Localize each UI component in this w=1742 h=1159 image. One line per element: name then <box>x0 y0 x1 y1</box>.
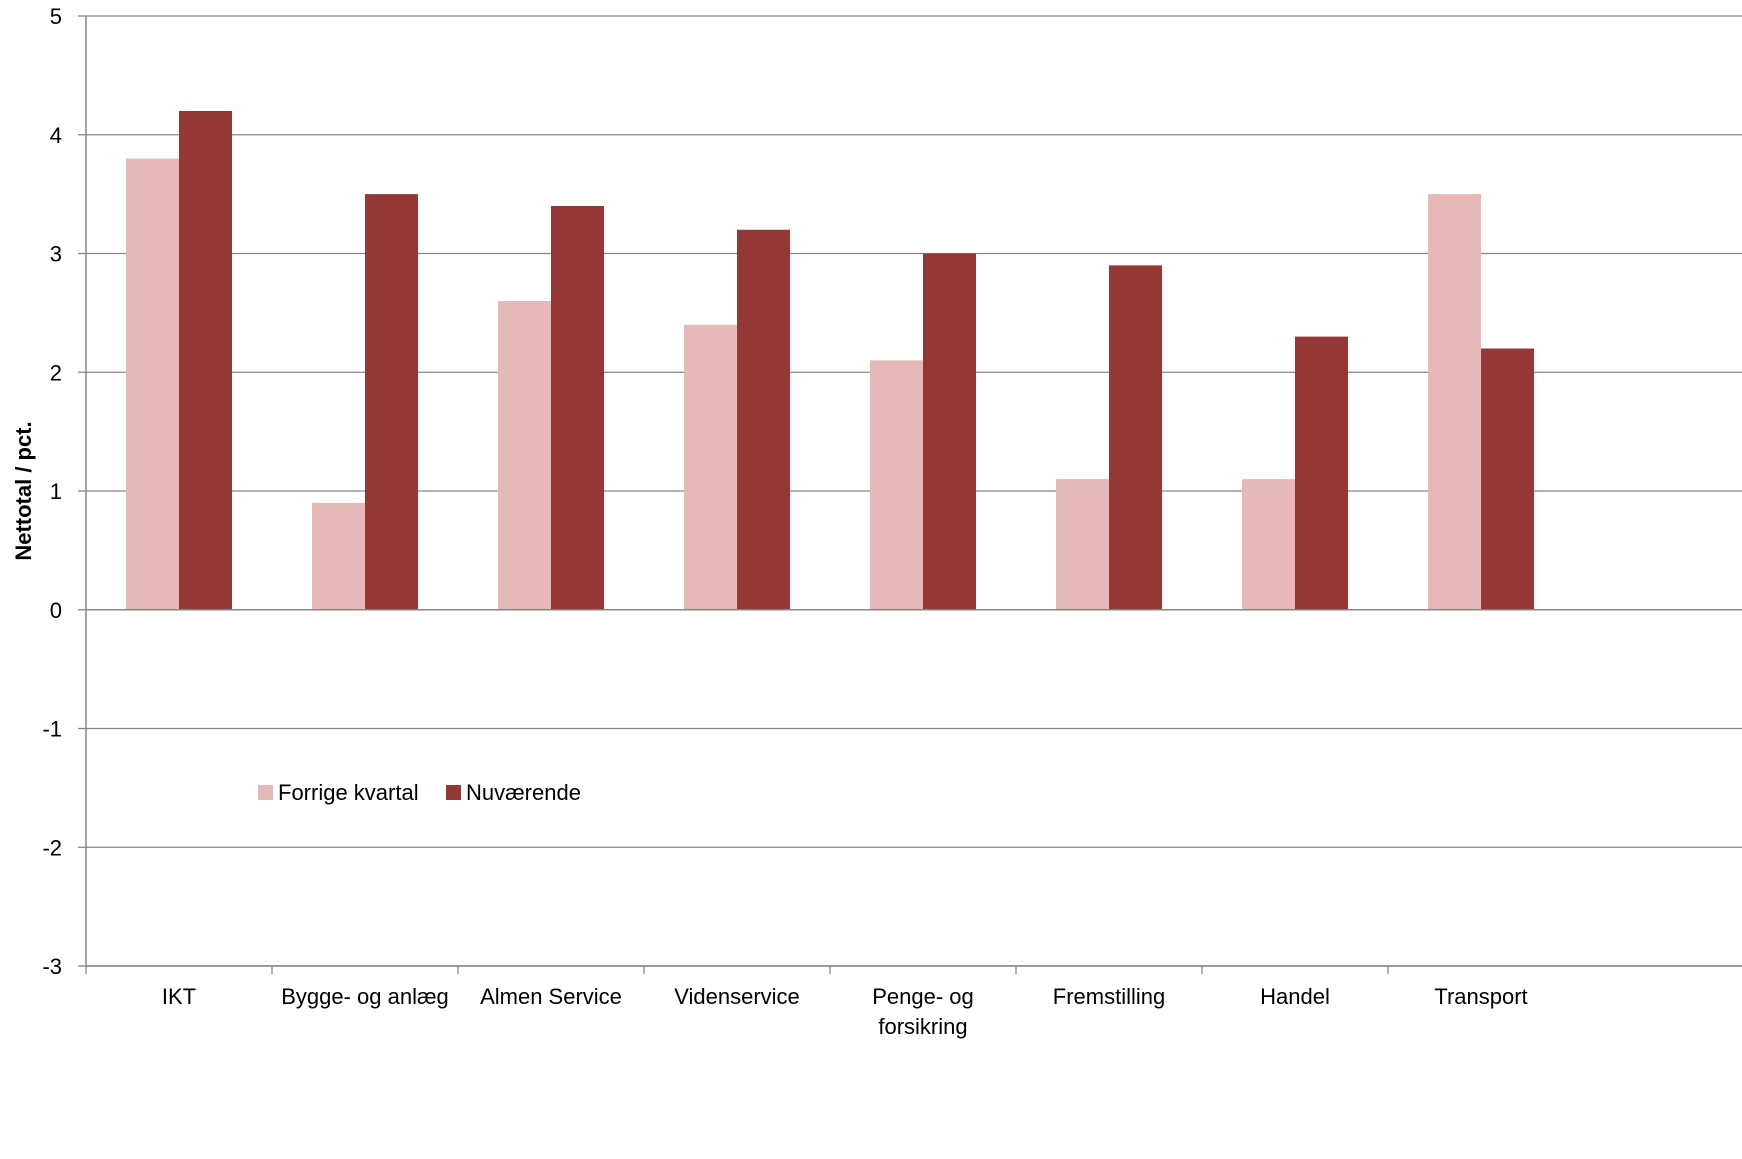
y-tick-label: -3 <box>42 954 62 979</box>
x-category-label: Penge- og forsikring <box>872 984 974 1039</box>
bar-nuvaerende <box>923 253 976 610</box>
y-tick-label: 1 <box>50 479 62 504</box>
bar-nuvaerende <box>1109 265 1162 610</box>
y-tick-label: 0 <box>50 598 62 623</box>
x-category-label: Transport <box>1434 984 1527 1009</box>
bar-nuvaerende <box>737 229 790 610</box>
bar-forrige-kvartal <box>1242 479 1295 610</box>
legend-swatch <box>258 785 273 800</box>
y-tick-label: 5 <box>50 4 62 29</box>
x-category-label: Fremstilling <box>1053 984 1165 1009</box>
y-tick-label: 2 <box>50 360 62 385</box>
bar-forrige-kvartal <box>684 324 737 610</box>
bar-forrige-kvartal <box>498 301 551 610</box>
bar-forrige-kvartal <box>1428 194 1481 610</box>
legend-label: Forrige kvartal <box>278 780 419 805</box>
bar-nuvaerende <box>1295 336 1348 610</box>
bar-forrige-kvartal <box>312 502 365 610</box>
y-tick-label: -1 <box>42 717 62 742</box>
bar-nuvaerende <box>551 206 604 610</box>
bar-forrige-kvartal <box>870 360 923 610</box>
bars <box>126 111 1534 610</box>
x-category-labels: IKT Bygge- og anlæg Almen Service Videnserv… <box>162 984 1528 1039</box>
y-tick-labels: 5 4 3 2 1 0 -1 -2 -3 <box>42 4 62 979</box>
x-category-label: Bygge- og anlæg <box>281 984 449 1009</box>
y-tick-label: 4 <box>50 123 62 148</box>
bar-forrige-kvartal <box>126 158 179 610</box>
y-tick-label: -2 <box>42 835 62 860</box>
bar-nuvaerende <box>179 111 232 610</box>
x-category-label: Handel <box>1260 984 1330 1009</box>
legend: Forrige kvartal Nuværende <box>258 780 581 805</box>
x-category-label: Almen Service <box>480 984 622 1009</box>
bar-nuvaerende <box>1481 348 1534 610</box>
x-category-label: Videnservice <box>674 984 800 1009</box>
y-axis-title: Nettotal / pct. <box>11 421 36 560</box>
x-category-label: IKT <box>162 984 196 1009</box>
legend-label: Nuværende <box>466 780 581 805</box>
axes <box>78 15 1742 974</box>
y-tick-label: 3 <box>50 242 62 267</box>
bar-nuvaerende <box>365 194 418 610</box>
legend-swatch <box>446 785 461 800</box>
bar-forrige-kvartal <box>1056 479 1109 610</box>
